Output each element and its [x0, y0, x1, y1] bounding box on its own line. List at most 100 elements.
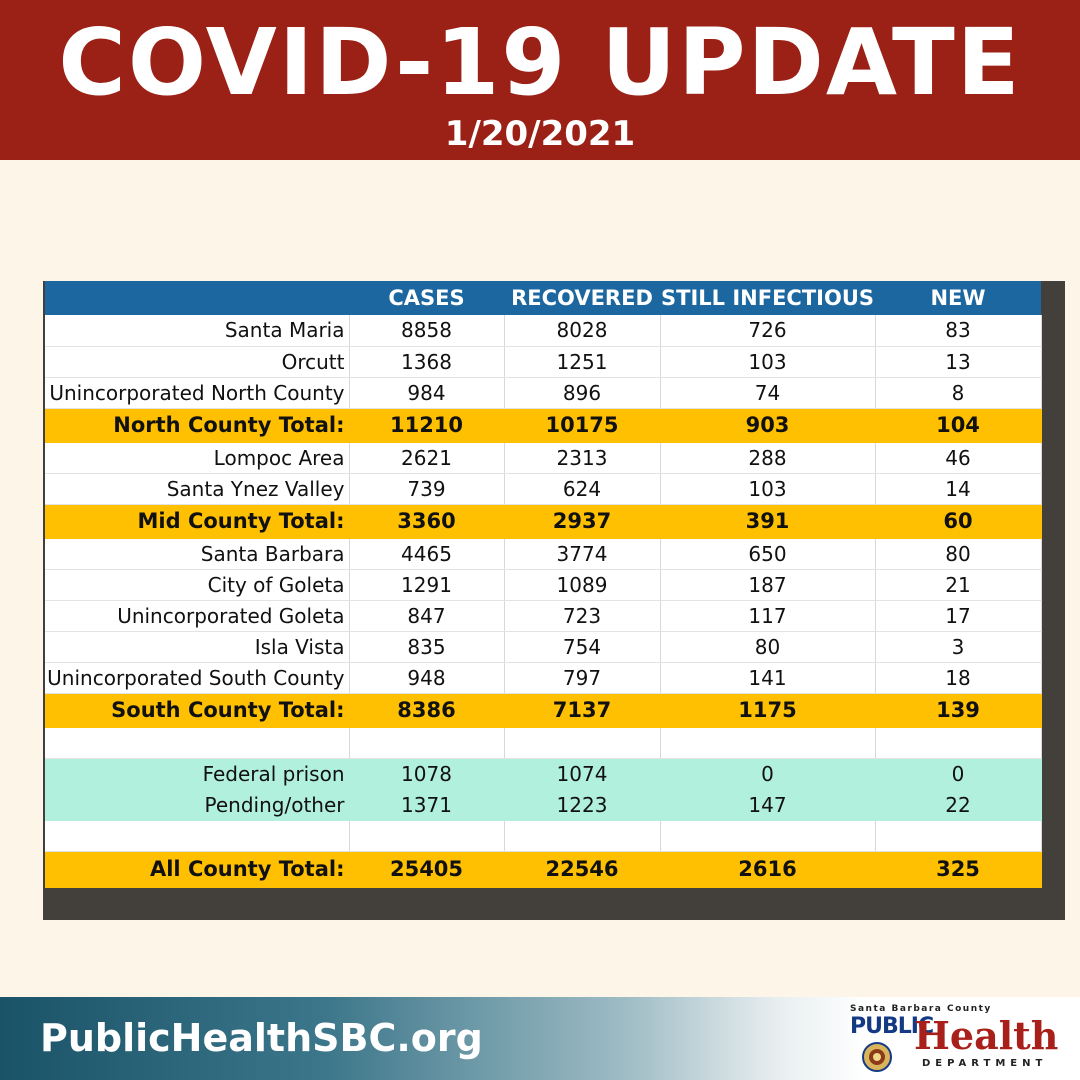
table-header-row: CASES RECOVERED STILL INFECTIOUS NEW: [45, 281, 1041, 315]
cell-location: Federal prison: [45, 758, 349, 789]
table-row: Santa Barbara 4465 3774 650 80: [45, 538, 1041, 569]
cell-cases: [349, 727, 504, 758]
cell-new: 18: [875, 662, 1041, 693]
cell-new: 14: [875, 473, 1041, 504]
table-row: Unincorporated Goleta 847 723 117 17: [45, 600, 1041, 631]
table-row: Lompoc Area 2621 2313 288 46: [45, 442, 1041, 473]
table-row: Unincorporated South County 948 797 141 18: [45, 662, 1041, 693]
cell-cases: 984: [349, 377, 504, 408]
cell-location: Orcutt: [45, 346, 349, 377]
cell-recovered: 3774: [504, 538, 660, 569]
cell-location: Unincorporated Goleta: [45, 600, 349, 631]
cell-new: 60: [875, 504, 1041, 538]
cell-recovered: 22546: [504, 851, 660, 887]
cell-location: [45, 727, 349, 758]
table-row: Orcutt 1368 1251 103 13: [45, 346, 1041, 377]
cell-new: 17: [875, 600, 1041, 631]
column-header-recovered: RECOVERED: [504, 281, 660, 315]
table-row: City of Goleta 1291 1089 187 21: [45, 569, 1041, 600]
cell-recovered: 896: [504, 377, 660, 408]
cell-recovered: 1223: [504, 789, 660, 820]
cell-cases: 835: [349, 631, 504, 662]
cell-still-infectious: 187: [660, 569, 875, 600]
cell-new: [875, 727, 1041, 758]
update-date: 1/20/2021: [0, 114, 1080, 154]
cell-new: 0: [875, 758, 1041, 789]
cell-recovered: 754: [504, 631, 660, 662]
cell-recovered: 624: [504, 473, 660, 504]
cell-recovered: 1074: [504, 758, 660, 789]
cell-still-infectious: 391: [660, 504, 875, 538]
cell-still-infectious: 147: [660, 789, 875, 820]
cell-recovered: 10175: [504, 408, 660, 442]
cell-location: Lompoc Area: [45, 442, 349, 473]
cell-cases: 11210: [349, 408, 504, 442]
cell-location: City of Goleta: [45, 569, 349, 600]
page-title: COVID-19 UPDATE: [0, 8, 1080, 118]
cell-still-infectious: 288: [660, 442, 875, 473]
cell-cases: 2621: [349, 442, 504, 473]
table-row: Santa Maria 8858 8028 726 83: [45, 315, 1041, 346]
cell-still-infectious: [660, 820, 875, 851]
county-seal-icon: [862, 1042, 892, 1072]
website-link[interactable]: PublicHealthSBC.org: [40, 1015, 483, 1061]
cell-still-infectious: [660, 727, 875, 758]
table-row: Santa Ynez Valley 739 624 103 14: [45, 473, 1041, 504]
cell-cases: [349, 820, 504, 851]
cell-still-infectious: 2616: [660, 851, 875, 887]
cell-recovered: 797: [504, 662, 660, 693]
cell-still-infectious: 0: [660, 758, 875, 789]
cell-location: Santa Barbara: [45, 538, 349, 569]
cell-still-infectious: 726: [660, 315, 875, 346]
title-banner: COVID-19 UPDATE 1/20/2021: [0, 0, 1080, 160]
cell-location: Unincorporated South County: [45, 662, 349, 693]
cell-new: 139: [875, 693, 1041, 727]
cell-cases: 1291: [349, 569, 504, 600]
cell-location: [45, 820, 349, 851]
cell-cases: 8858: [349, 315, 504, 346]
cell-recovered: [504, 820, 660, 851]
cell-cases: 1371: [349, 789, 504, 820]
cell-still-infectious: 650: [660, 538, 875, 569]
cell-cases: 847: [349, 600, 504, 631]
cell-cases: 8386: [349, 693, 504, 727]
public-health-logo: Santa Barbara County PUBLIC Health DEPAR…: [848, 1004, 1038, 1074]
cell-still-infectious: 103: [660, 473, 875, 504]
cell-new: 46: [875, 442, 1041, 473]
cell-location: Mid County Total:: [45, 504, 349, 538]
cell-recovered: 1089: [504, 569, 660, 600]
column-header-new: NEW: [875, 281, 1041, 315]
cell-cases: 4465: [349, 538, 504, 569]
logo-department-text: DEPARTMENT: [922, 1058, 1047, 1069]
column-header-still-infectious: STILL INFECTIOUS: [660, 281, 875, 315]
cell-new: 325: [875, 851, 1041, 887]
cell-still-infectious: 117: [660, 600, 875, 631]
total-row: Mid County Total: 3360 2937 391 60: [45, 504, 1041, 538]
cell-still-infectious: 141: [660, 662, 875, 693]
table-row: Isla Vista 835 754 80 3: [45, 631, 1041, 662]
cell-new: 13: [875, 346, 1041, 377]
cell-location: Santa Ynez Valley: [45, 473, 349, 504]
cell-location: Unincorporated North County: [45, 377, 349, 408]
cell-recovered: 2937: [504, 504, 660, 538]
cell-location: Santa Maria: [45, 315, 349, 346]
column-header-cases: CASES: [349, 281, 504, 315]
table-row: Federal prison 1078 1074 0 0: [45, 758, 1041, 789]
cell-new: 22: [875, 789, 1041, 820]
cell-cases: 25405: [349, 851, 504, 887]
cell-still-infectious: 74: [660, 377, 875, 408]
cell-location: Isla Vista: [45, 631, 349, 662]
total-row: All County Total: 25405 22546 2616 325: [45, 851, 1041, 887]
cell-new: 80: [875, 538, 1041, 569]
cell-new: 21: [875, 569, 1041, 600]
table-row: Unincorporated North County 984 896 74 8: [45, 377, 1041, 408]
covid-stats-table: CASES RECOVERED STILL INFECTIOUS NEW San…: [45, 281, 1042, 888]
cell-cases: 1078: [349, 758, 504, 789]
cell-new: [875, 820, 1041, 851]
cell-cases: 739: [349, 473, 504, 504]
cell-still-infectious: 903: [660, 408, 875, 442]
cell-location: South County Total:: [45, 693, 349, 727]
cell-location: Pending/other: [45, 789, 349, 820]
cell-recovered: 723: [504, 600, 660, 631]
column-header-location: [45, 281, 349, 315]
